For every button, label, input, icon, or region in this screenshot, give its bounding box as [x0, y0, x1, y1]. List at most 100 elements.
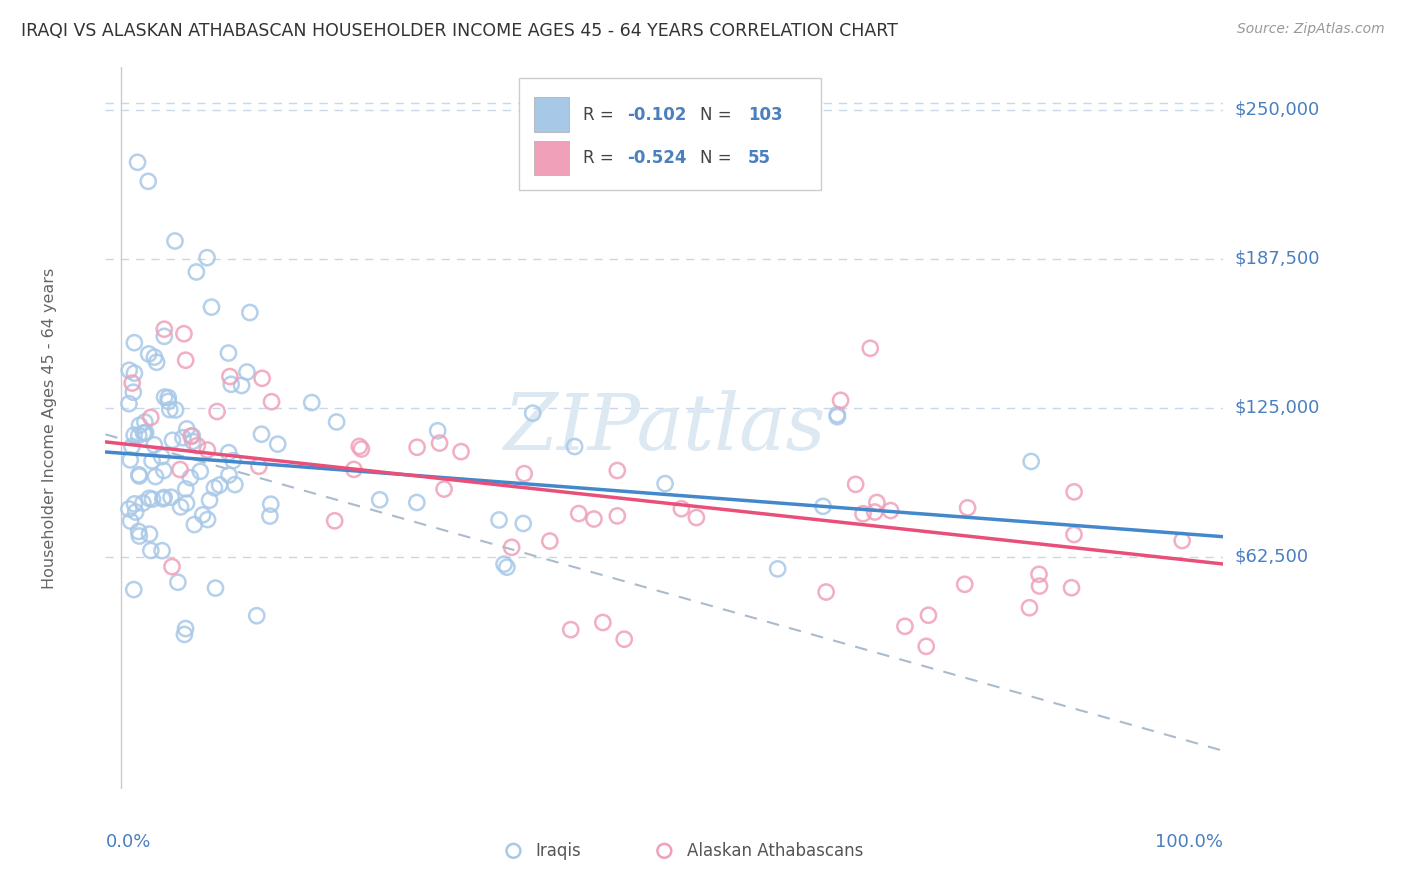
Point: [174, 622, 197, 636]
Point: [143, 350, 166, 364]
Point: [132, 496, 155, 510]
Point: [246, 608, 269, 623]
Point: [139, 410, 162, 425]
Text: $125,000: $125,000: [1234, 399, 1320, 417]
Text: N =: N =: [700, 149, 737, 167]
Point: [1028, 579, 1050, 593]
Text: 103: 103: [748, 105, 783, 124]
Point: [128, 418, 150, 433]
Text: -0.524: -0.524: [627, 149, 688, 167]
Point: [406, 440, 429, 454]
Point: [685, 510, 707, 524]
Point: [115, 698, 138, 713]
Text: IRAQI VS ALASKAN ATHABASCAN HOUSEHOLDER INCOME AGES 45 - 64 YEARS CORRELATION CH: IRAQI VS ALASKAN ATHABASCAN HOUSEHOLDER …: [21, 22, 898, 40]
Point: [134, 425, 156, 440]
Point: [138, 347, 160, 361]
Point: [200, 300, 222, 314]
Point: [811, 500, 834, 514]
Point: [613, 632, 636, 647]
Point: [426, 424, 449, 438]
Point: [134, 415, 156, 429]
Point: [219, 369, 242, 384]
Point: [915, 640, 938, 654]
Point: [208, 478, 231, 492]
Point: [863, 505, 886, 519]
Point: [153, 491, 176, 505]
Point: [160, 559, 183, 574]
Point: [1060, 581, 1083, 595]
Point: [173, 326, 195, 341]
Point: [139, 543, 162, 558]
Point: [183, 517, 205, 532]
Point: [224, 477, 246, 491]
Point: [350, 442, 373, 456]
Text: N =: N =: [700, 105, 737, 124]
Point: [197, 512, 219, 526]
Point: [894, 619, 917, 633]
Point: [186, 265, 208, 279]
Point: [1018, 600, 1040, 615]
Point: [250, 427, 273, 442]
Point: [173, 627, 195, 641]
Point: [568, 507, 591, 521]
Text: R =: R =: [582, 105, 619, 124]
Point: [1063, 484, 1085, 499]
Point: [128, 524, 150, 539]
Point: [343, 462, 366, 476]
Point: [866, 495, 889, 509]
Point: [368, 492, 391, 507]
Point: [172, 431, 194, 445]
Text: $187,500: $187,500: [1234, 250, 1320, 268]
Text: 100.0%: 100.0%: [1156, 833, 1223, 851]
Point: [429, 436, 451, 450]
Point: [198, 493, 221, 508]
Point: [157, 394, 180, 409]
Point: [114, 698, 136, 713]
Bar: [533, 97, 569, 132]
Point: [564, 440, 586, 454]
Point: [222, 453, 245, 467]
Point: [120, 514, 142, 528]
Point: [325, 415, 347, 429]
Point: [654, 476, 676, 491]
Point: [121, 440, 143, 454]
Point: [512, 516, 534, 531]
Point: [121, 376, 143, 390]
Point: [239, 305, 262, 319]
Text: 55: 55: [748, 149, 770, 167]
Point: [513, 467, 536, 481]
Point: [180, 429, 202, 443]
Point: [153, 329, 176, 343]
Point: [217, 346, 239, 360]
Point: [136, 174, 159, 188]
Point: [122, 428, 145, 442]
Point: [165, 403, 187, 417]
Text: -0.102: -0.102: [627, 105, 686, 124]
Point: [219, 377, 242, 392]
Point: [405, 495, 427, 509]
Point: [1171, 533, 1194, 548]
Point: [152, 491, 174, 506]
Point: [259, 509, 281, 524]
Point: [138, 527, 160, 541]
Point: [917, 608, 939, 623]
Point: [181, 434, 204, 449]
Point: [323, 514, 346, 528]
Point: [153, 322, 176, 336]
Point: [450, 444, 472, 458]
Point: [1063, 527, 1085, 541]
Point: [176, 422, 198, 436]
Point: [186, 439, 208, 453]
Point: [195, 442, 218, 457]
Point: [153, 463, 176, 477]
Point: [128, 469, 150, 483]
Point: [174, 482, 197, 496]
Point: [250, 371, 273, 385]
Point: [488, 513, 510, 527]
Point: [160, 490, 183, 504]
Point: [128, 428, 150, 442]
Point: [522, 406, 544, 420]
Point: [169, 462, 191, 476]
Point: [128, 467, 150, 482]
Point: [150, 543, 173, 558]
